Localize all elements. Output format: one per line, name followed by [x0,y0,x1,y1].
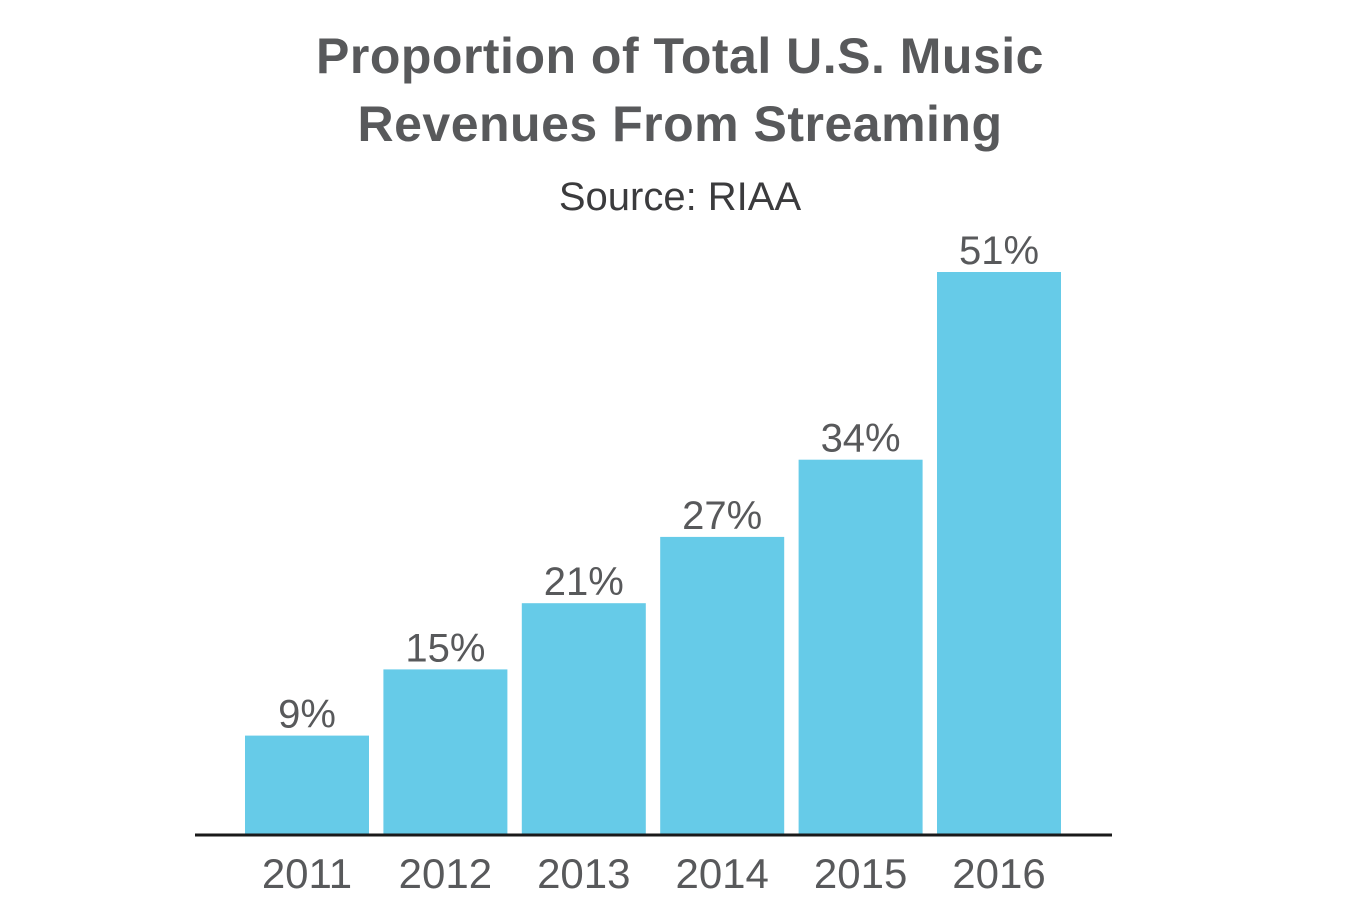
x-tick-label-2014: 2014 [675,850,768,897]
x-tick-label-2011: 2011 [262,850,352,897]
data-label-2011: 9% [278,693,336,737]
bars-group [245,272,1061,835]
data-label-2012: 15% [405,626,485,670]
x-tick-label-2016: 2016 [952,850,1045,897]
bar-2016 [937,272,1061,835]
bar-2015 [798,459,923,835]
data-labels-group: 9% 15% 21% 27% 34% 51% [278,229,1039,737]
data-label-2015: 34% [821,417,901,461]
x-tick-label-2015: 2015 [814,850,907,897]
bar-2013 [521,603,646,835]
x-tick-labels-group: 2011 2012 2013 2014 2015 2016 [262,850,1046,897]
chart-subtitle: Source: RIAA [558,175,802,219]
bar-2011 [245,735,369,835]
data-label-2014: 27% [682,494,762,538]
data-label-2013: 21% [544,560,624,604]
data-label-2016: 51% [959,229,1039,273]
chart-title-line-1: Proportion of Total U.S. Music [316,28,1044,84]
bar-2012 [383,669,508,835]
bar-2014 [660,536,785,835]
x-tick-label-2012: 2012 [399,850,492,897]
chart-title-line-2: Revenues From Streaming [357,96,1003,152]
x-tick-label-2013: 2013 [537,850,630,897]
chart-title: Proportion of Total U.S. Music Revenues … [0,22,1360,158]
